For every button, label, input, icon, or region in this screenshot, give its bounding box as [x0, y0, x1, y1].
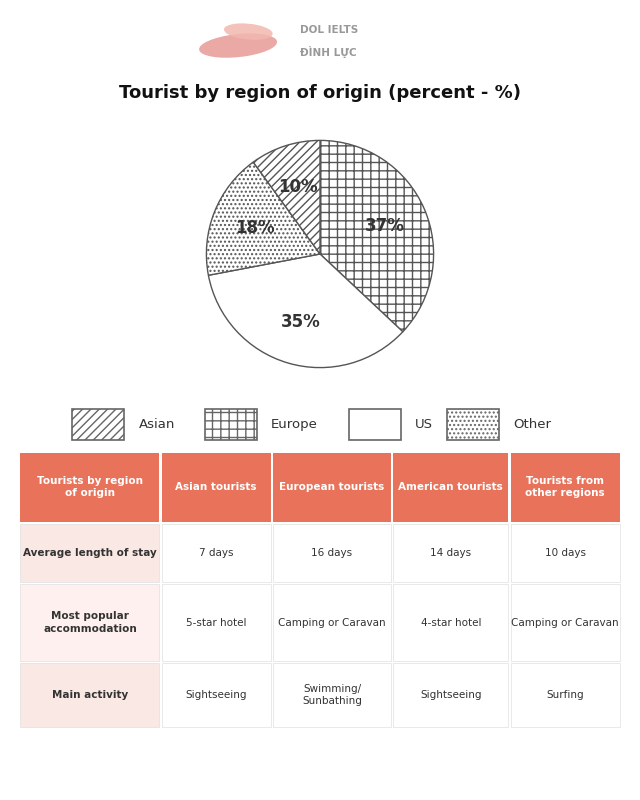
Text: Most popular
accommodation: Most popular accommodation	[43, 611, 137, 634]
FancyBboxPatch shape	[20, 584, 159, 661]
FancyBboxPatch shape	[20, 453, 159, 522]
FancyBboxPatch shape	[20, 523, 159, 582]
FancyBboxPatch shape	[273, 663, 391, 726]
FancyBboxPatch shape	[349, 409, 401, 441]
Wedge shape	[253, 141, 320, 254]
Text: Other: Other	[513, 418, 551, 431]
Text: DOL IELTS: DOL IELTS	[300, 25, 358, 35]
Wedge shape	[207, 162, 320, 275]
Text: Surfing: Surfing	[547, 690, 584, 700]
Text: Asian: Asian	[139, 418, 175, 431]
Text: European tourists: European tourists	[280, 482, 385, 492]
Text: 16 days: 16 days	[312, 548, 353, 558]
FancyBboxPatch shape	[447, 409, 499, 441]
Text: 7 days: 7 days	[199, 548, 234, 558]
Text: Sightseeing: Sightseeing	[420, 690, 481, 700]
FancyBboxPatch shape	[273, 584, 391, 661]
FancyBboxPatch shape	[273, 453, 391, 522]
Text: Swimming/
Sunbathing: Swimming/ Sunbathing	[302, 683, 362, 706]
FancyBboxPatch shape	[394, 584, 508, 661]
Text: Tourists from
other regions: Tourists from other regions	[525, 476, 605, 498]
Text: Camping or Caravan: Camping or Caravan	[278, 618, 386, 627]
FancyBboxPatch shape	[511, 663, 620, 726]
Text: American tourists: American tourists	[399, 482, 503, 492]
FancyBboxPatch shape	[162, 523, 271, 582]
Text: Main activity: Main activity	[52, 690, 128, 700]
Text: 10%: 10%	[278, 178, 318, 196]
Text: Tourist by region of origin (percent - %): Tourist by region of origin (percent - %…	[119, 84, 521, 102]
Text: US: US	[415, 418, 433, 431]
Text: Camping or Caravan: Camping or Caravan	[511, 618, 619, 627]
FancyBboxPatch shape	[273, 523, 391, 582]
Text: 5-star hotel: 5-star hotel	[186, 618, 246, 627]
Text: 37%: 37%	[365, 217, 404, 235]
FancyBboxPatch shape	[394, 523, 508, 582]
FancyBboxPatch shape	[162, 663, 271, 726]
FancyBboxPatch shape	[20, 663, 159, 726]
Wedge shape	[209, 254, 403, 367]
FancyBboxPatch shape	[162, 584, 271, 661]
Ellipse shape	[199, 34, 277, 58]
Text: Average length of stay: Average length of stay	[23, 548, 157, 558]
FancyBboxPatch shape	[205, 409, 257, 441]
FancyBboxPatch shape	[511, 453, 620, 522]
Text: 35%: 35%	[280, 313, 320, 330]
Text: ĐÌNH LỰC: ĐÌNH LỰC	[300, 46, 356, 58]
FancyBboxPatch shape	[162, 453, 271, 522]
Text: 4-star hotel: 4-star hotel	[420, 618, 481, 627]
FancyBboxPatch shape	[394, 663, 508, 726]
Text: 10 days: 10 days	[545, 548, 586, 558]
Ellipse shape	[224, 23, 273, 40]
Text: 14 days: 14 days	[430, 548, 472, 558]
FancyBboxPatch shape	[511, 523, 620, 582]
FancyBboxPatch shape	[511, 584, 620, 661]
FancyBboxPatch shape	[72, 409, 124, 441]
Text: 18%: 18%	[235, 219, 275, 237]
Text: Asian tourists: Asian tourists	[175, 482, 257, 492]
Text: Sightseeing: Sightseeing	[186, 690, 247, 700]
Text: Europe: Europe	[271, 418, 318, 431]
Wedge shape	[320, 141, 433, 332]
FancyBboxPatch shape	[394, 453, 508, 522]
Text: Tourists by region
of origin: Tourists by region of origin	[37, 476, 143, 498]
